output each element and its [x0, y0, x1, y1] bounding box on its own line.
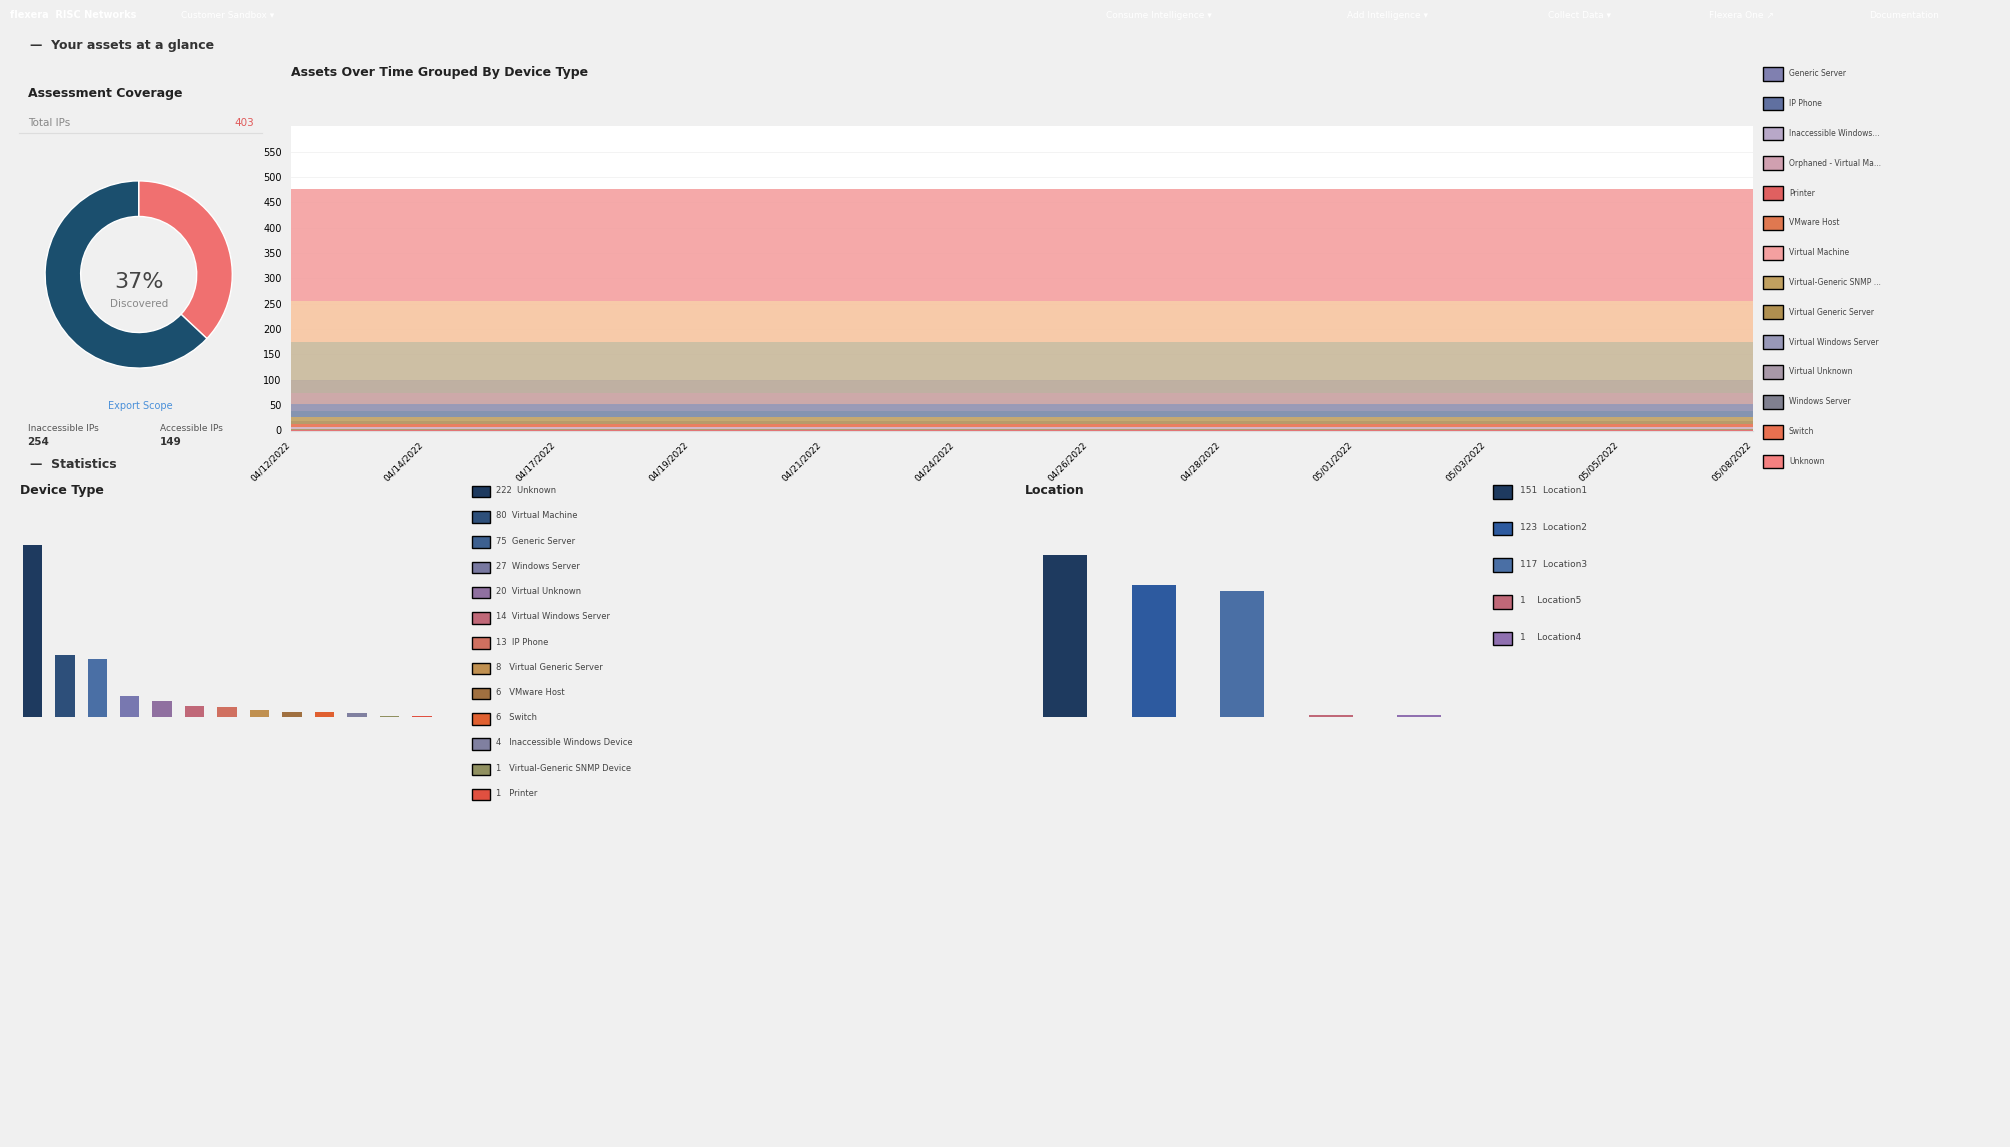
- Text: Export Scope: Export Scope: [109, 400, 173, 411]
- Bar: [1043, 555, 1087, 717]
- Text: Switch: Switch: [1789, 427, 1815, 436]
- Text: Virtual Windows Server: Virtual Windows Server: [1789, 337, 1879, 346]
- Text: Orphaned - Virtual Ma...: Orphaned - Virtual Ma...: [1789, 158, 1881, 167]
- Text: Virtual-Generic SNMP ...: Virtual-Generic SNMP ...: [1789, 278, 1881, 287]
- Text: 1   Virtual-Generic SNMP Device: 1 Virtual-Generic SNMP Device: [496, 764, 631, 773]
- Text: —  Statistics: — Statistics: [30, 458, 117, 470]
- Text: Discovered: Discovered: [111, 299, 167, 310]
- Bar: [348, 713, 366, 717]
- Text: Virtual Unknown: Virtual Unknown: [1789, 367, 1853, 376]
- Text: 8   Virtual Generic Server: 8 Virtual Generic Server: [496, 663, 603, 672]
- Text: Generic Server: Generic Server: [1789, 69, 1845, 78]
- Text: Assessment Coverage: Assessment Coverage: [28, 87, 183, 100]
- Text: 1    Location5: 1 Location5: [1520, 596, 1582, 606]
- Text: Windows Server: Windows Server: [1789, 397, 1851, 406]
- Bar: [1132, 585, 1176, 717]
- Bar: [22, 546, 42, 717]
- Bar: [54, 655, 74, 717]
- Text: 222  Unknown: 222 Unknown: [496, 486, 557, 496]
- Text: Virtual Generic Server: Virtual Generic Server: [1789, 307, 1873, 317]
- Text: 6   Switch: 6 Switch: [496, 713, 537, 723]
- Text: Flexera One ↗: Flexera One ↗: [1708, 10, 1773, 19]
- Text: Customer Sandbox ▾: Customer Sandbox ▾: [181, 10, 273, 19]
- Bar: [88, 658, 107, 717]
- Text: 75  Generic Server: 75 Generic Server: [496, 537, 575, 546]
- Text: Virtual Machine: Virtual Machine: [1789, 248, 1849, 257]
- Text: Device Type: Device Type: [20, 484, 105, 497]
- Wedge shape: [139, 181, 233, 338]
- Text: Location: Location: [1025, 484, 1085, 497]
- Text: Unknown: Unknown: [1789, 457, 1825, 466]
- Text: Add Intelligence ▾: Add Intelligence ▾: [1347, 10, 1427, 19]
- Text: 6   VMware Host: 6 VMware Host: [496, 688, 565, 697]
- Bar: [217, 707, 237, 717]
- Text: Accessible IPs: Accessible IPs: [159, 424, 223, 434]
- Text: 27  Windows Server: 27 Windows Server: [496, 562, 581, 571]
- Text: Printer: Printer: [1789, 188, 1815, 197]
- Text: 13  IP Phone: 13 IP Phone: [496, 638, 549, 647]
- Text: Inaccessible Windows...: Inaccessible Windows...: [1789, 128, 1879, 138]
- Text: Inaccessible IPs: Inaccessible IPs: [28, 424, 98, 434]
- Text: 1    Location4: 1 Location4: [1520, 633, 1580, 642]
- Bar: [185, 705, 205, 717]
- Text: —  Your assets at a glance: — Your assets at a glance: [30, 39, 215, 52]
- Text: Total IPs: Total IPs: [28, 117, 70, 127]
- Wedge shape: [44, 181, 207, 368]
- Text: IP Phone: IP Phone: [1789, 99, 1821, 108]
- Text: 20  Virtual Unknown: 20 Virtual Unknown: [496, 587, 581, 596]
- Text: 123  Location2: 123 Location2: [1520, 523, 1586, 532]
- Text: flexera  RISC Networks: flexera RISC Networks: [10, 10, 137, 19]
- Text: Collect Data ▾: Collect Data ▾: [1548, 10, 1610, 19]
- Bar: [153, 701, 173, 717]
- Bar: [281, 712, 302, 717]
- Text: 80  Virtual Machine: 80 Virtual Machine: [496, 512, 579, 521]
- Text: 37%: 37%: [115, 272, 163, 292]
- Text: 4   Inaccessible Windows Device: 4 Inaccessible Windows Device: [496, 739, 633, 748]
- Text: 403: 403: [233, 117, 253, 127]
- Bar: [316, 712, 334, 717]
- Bar: [1220, 592, 1264, 717]
- Text: Assets Over Time Grouped By Device Type: Assets Over Time Grouped By Device Type: [291, 65, 589, 79]
- Text: 151  Location1: 151 Location1: [1520, 486, 1586, 496]
- Text: 149: 149: [159, 437, 181, 447]
- Text: 254: 254: [28, 437, 50, 447]
- Bar: [249, 710, 269, 717]
- Bar: [121, 696, 139, 717]
- Text: VMware Host: VMware Host: [1789, 218, 1839, 227]
- Text: 1   Printer: 1 Printer: [496, 789, 539, 798]
- Text: 14  Virtual Windows Server: 14 Virtual Windows Server: [496, 612, 611, 622]
- Text: Documentation: Documentation: [1869, 10, 1940, 19]
- Text: 117  Location3: 117 Location3: [1520, 560, 1586, 569]
- Text: Consume Intelligence ▾: Consume Intelligence ▾: [1106, 10, 1212, 19]
